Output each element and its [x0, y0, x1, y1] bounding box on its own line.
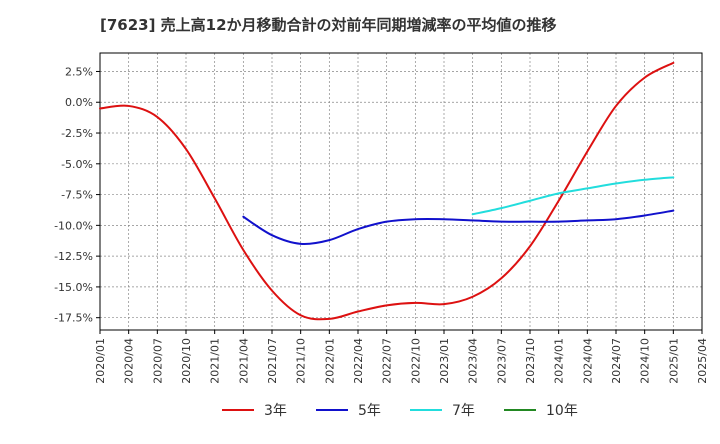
x-tick-label: 2024/10 — [639, 338, 652, 384]
legend-label: 3年 — [264, 403, 287, 419]
legend: 3年 5年 7年 10年 — [222, 403, 578, 419]
x-tick-label: 2020/04 — [123, 338, 136, 384]
x-tick-label: 2022/07 — [381, 338, 394, 384]
y-tick-label: 0.0% — [65, 96, 93, 109]
series-line-1 — [99, 61, 675, 321]
x-tick-label: 2024/01 — [553, 338, 566, 384]
y-tick-label: -17.5% — [54, 312, 93, 325]
series-lines — [99, 61, 675, 321]
x-tick-label: 2022/01 — [323, 338, 336, 384]
grid-lines — [99, 53, 703, 330]
x-tick-label: 2020/10 — [180, 338, 193, 384]
x-tick-label: 2021/10 — [295, 338, 308, 384]
x-tick-label: 2024/07 — [610, 338, 623, 384]
x-tick-label: 2025/01 — [667, 338, 680, 384]
y-tick-label: -12.5% — [54, 250, 93, 263]
legend-label: 5年 — [358, 403, 381, 419]
x-tick-label: 2022/04 — [352, 338, 365, 384]
y-tick-label: -7.5% — [61, 189, 93, 202]
legend-label: 10年 — [546, 403, 578, 419]
y-tick-label: -10.0% — [54, 219, 93, 232]
x-tick-label: 2020/07 — [151, 338, 164, 384]
x-tick-label: 2021/07 — [266, 338, 279, 384]
x-tick-label: 2024/04 — [581, 338, 594, 384]
x-tick-label: 2020/01 — [94, 338, 107, 384]
y-tick-label: 2.5% — [65, 65, 93, 78]
series-line-2 — [242, 209, 675, 245]
chart-title: [7623] 売上高12か月移動合計の対前年同期増減率の平均値の推移 — [100, 16, 557, 34]
x-tick-label: 2021/04 — [237, 338, 250, 384]
x-tick-label: 2022/10 — [409, 338, 422, 384]
y-tick-label: -2.5% — [61, 127, 93, 140]
x-axis-ticks: 2020/01 2020/04 2020/07 2020/10 2021/01 2021/… — [94, 330, 709, 384]
x-tick-label: 2023/10 — [524, 338, 537, 384]
y-axis-ticks: 2.5% 0.0% -2.5% -5.0% -7.5% -10.0% -12.5% -15.0… — [54, 65, 100, 325]
x-tick-label: 2023/01 — [438, 338, 451, 384]
legend-label: 7年 — [452, 403, 475, 419]
x-tick-label: 2025/04 — [696, 338, 709, 384]
y-tick-label: -5.0% — [61, 158, 93, 171]
plot-frame — [99, 52, 703, 331]
y-tick-label: -15.0% — [54, 281, 93, 294]
series-line-3 — [471, 176, 675, 216]
x-tick-label: 2023/07 — [495, 338, 508, 384]
x-tick-label: 2021/01 — [209, 338, 222, 384]
x-tick-label: 2023/04 — [467, 338, 480, 384]
